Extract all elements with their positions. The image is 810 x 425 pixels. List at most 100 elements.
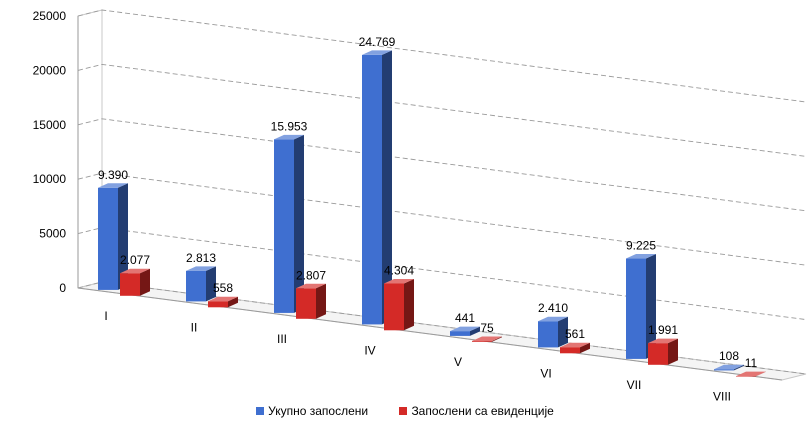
- bar-top: [384, 278, 414, 284]
- bar-front: [626, 258, 646, 359]
- bar: [208, 296, 238, 308]
- data-label: 75: [480, 321, 494, 335]
- bar-top: [362, 50, 392, 55]
- bar-side: [118, 183, 128, 290]
- bar-front: [274, 139, 294, 313]
- y-tick-label: 10000: [33, 172, 67, 186]
- bar-side: [734, 364, 744, 371]
- data-label: 1.991: [648, 323, 678, 337]
- bar: [186, 266, 216, 302]
- data-label: 9.225: [626, 239, 656, 253]
- bar: [714, 364, 744, 371]
- data-label: 4.304: [384, 263, 414, 277]
- x-tick-label: VII: [627, 378, 642, 392]
- bar-side: [316, 283, 326, 319]
- x-tick-label: VI: [540, 366, 551, 380]
- bar-front: [736, 376, 756, 377]
- bar-front: [208, 301, 228, 308]
- bar-front: [648, 343, 668, 365]
- gridline: [77, 63, 807, 157]
- bar: [98, 183, 128, 290]
- x-tick-label: I: [104, 309, 107, 323]
- bar-front: [472, 340, 492, 342]
- bar: [560, 342, 590, 354]
- chart-walls: [77, 9, 807, 381]
- bar-top: [560, 342, 590, 348]
- bar-front: [362, 54, 382, 325]
- bar-top: [736, 371, 766, 377]
- legend-swatch-series-1: [256, 407, 265, 415]
- bar-side: [580, 342, 590, 354]
- data-label: 441: [455, 311, 475, 325]
- bar-side: [668, 338, 678, 365]
- bar-side: [140, 268, 150, 296]
- data-label: 24.769: [359, 35, 396, 49]
- x-tick-label: V: [454, 355, 462, 369]
- bar-top: [538, 316, 568, 322]
- bar-side: [756, 371, 766, 377]
- bar-top: [274, 134, 304, 140]
- bar: [626, 254, 656, 359]
- gridline: [77, 118, 807, 212]
- data-label: 9.390: [98, 168, 128, 182]
- y-tick-label: 5000: [39, 227, 66, 241]
- bar-side: [558, 316, 568, 348]
- data-label: 2.410: [538, 301, 568, 315]
- bar-side: [382, 50, 392, 325]
- data-label: 561: [565, 327, 585, 341]
- bar: [296, 283, 326, 319]
- bar-top: [296, 283, 326, 289]
- bar-top: [714, 364, 744, 370]
- bar-top: [98, 183, 128, 188]
- data-label: 558: [213, 281, 233, 295]
- bar-side: [206, 266, 216, 302]
- bar-side: [646, 254, 656, 359]
- bar-front: [120, 273, 140, 296]
- x-tick-label: VIII: [713, 389, 731, 403]
- bar-top: [208, 296, 238, 302]
- y-tick-label: 0: [59, 281, 66, 295]
- x-tick-label: IV: [364, 343, 375, 357]
- legend-item-series-2: Запослени са евиденције: [399, 404, 554, 418]
- data-label: 11: [745, 356, 758, 370]
- bar: [450, 326, 480, 336]
- bar-front: [450, 331, 470, 336]
- legend-label-series-2: Запослени са евиденције: [411, 404, 554, 418]
- y-tick-label: 25000: [33, 9, 67, 23]
- bars: [98, 50, 766, 377]
- bar: [538, 316, 568, 348]
- y-tick-label: 15000: [33, 118, 67, 132]
- x-tick-label: III: [277, 332, 287, 346]
- bar-side: [228, 296, 238, 308]
- bar: [120, 268, 150, 296]
- bar-top: [648, 338, 678, 344]
- data-label: 15.953: [271, 119, 308, 133]
- bar-top: [450, 326, 480, 332]
- bar-top: [186, 266, 216, 271]
- data-label: 2.813: [186, 251, 216, 265]
- bar: [736, 371, 766, 377]
- bar: [362, 50, 392, 325]
- legend-swatch-series-2: [399, 407, 408, 415]
- bar-front: [538, 321, 558, 348]
- bar-front: [714, 369, 734, 371]
- bar-side: [492, 336, 502, 342]
- bar: [384, 278, 414, 331]
- bar-front: [186, 270, 206, 302]
- bar-top: [472, 336, 502, 341]
- bar-side: [294, 134, 304, 313]
- data-labels: 9.390 2.077 2.813 558 15.953 2.807 24.769 4.304…: [98, 35, 758, 370]
- legend-label-series-1: Укупно запослени: [268, 404, 369, 418]
- bar: [648, 338, 678, 365]
- bar: [472, 336, 502, 342]
- bar-front: [296, 288, 316, 319]
- bar-side: [470, 326, 480, 336]
- bar-side: [404, 278, 414, 331]
- bar-front: [384, 283, 404, 331]
- data-label: 108: [719, 349, 739, 363]
- gridline: [77, 9, 807, 103]
- data-label: 2.077: [120, 253, 150, 267]
- bar-top: [120, 268, 150, 274]
